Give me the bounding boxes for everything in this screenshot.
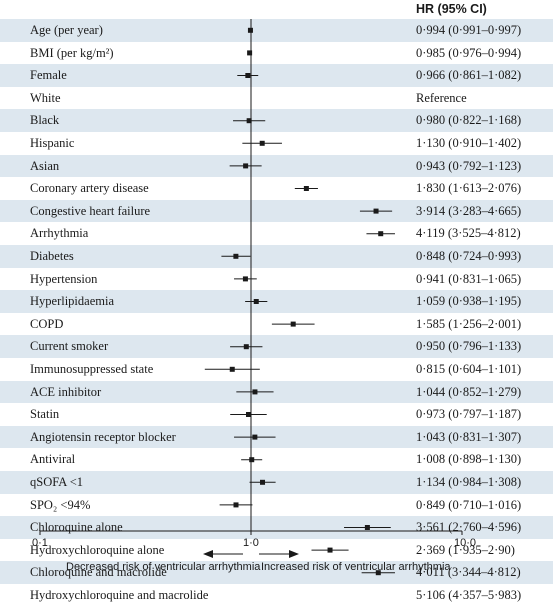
row-label: Hypertension [30, 271, 98, 286]
row-label: Female [30, 68, 67, 83]
hr-point [253, 299, 259, 304]
row-stripe [0, 516, 553, 539]
row-hr-value: 0·985 (0·976–0·994) [416, 45, 522, 60]
hr-point [243, 344, 249, 350]
row-hr-value: 5·106 (4·357–5·983) [416, 588, 522, 602]
hr-point [233, 502, 239, 508]
row-label: Hispanic [30, 136, 75, 150]
row-label: Diabetes [30, 249, 74, 263]
row-label: ACE inhibitor [30, 384, 102, 399]
row-label: Angiotensin receptor blocker [30, 429, 176, 444]
row-stripes [0, 19, 553, 584]
row-stripe [0, 19, 553, 42]
x-tick-label: 10·0 [454, 537, 477, 549]
row-stripe [0, 425, 553, 449]
row-hr-value: 1·044 (0·852–1·279) [416, 384, 522, 399]
row-hr-value: 4·119 (3·525–4·812) [416, 226, 521, 241]
hr-point [245, 412, 251, 417]
left-arrow-head [203, 550, 213, 558]
row-stripe [0, 335, 553, 358]
row-stripe [0, 154, 553, 178]
hr-point [290, 321, 296, 327]
row-hr-value: Reference [416, 90, 467, 105]
forest-plot [39, 19, 463, 576]
hr-point [327, 547, 333, 553]
hr-point [246, 118, 252, 124]
increased-risk-label: Increased risk of ventricular arrhythmia [261, 561, 451, 573]
row-hr-value: 0·966 (0·861–1·082) [416, 68, 522, 83]
hr-point [247, 50, 253, 56]
row-label: Antiviral [30, 452, 76, 467]
hr-point [243, 163, 249, 169]
row-hr-value: 0·980 (0·822–1·168) [416, 113, 522, 128]
row-stripe [0, 290, 553, 313]
row-hr-value: 1·008 (0·898–1·130) [416, 452, 522, 467]
row-label: SPO₂ <94% [30, 497, 91, 512]
row-hr-value: 0·941 (0·831–1·065) [416, 271, 522, 286]
hr-point [378, 231, 384, 237]
hr-point [245, 73, 251, 78]
row-stripe [0, 199, 553, 223]
x-tick-label: 0·1 [32, 537, 48, 549]
row-hr-value: 0·950 (0·796–1·133) [416, 339, 522, 354]
row-hr-value: 0·973 (0·797–1·187) [416, 407, 522, 422]
row-hr-value: 0·943 (0·792–1·123) [416, 158, 522, 173]
row-label: Black [30, 113, 60, 128]
row-label: Hyperlipidaemia [30, 294, 114, 309]
row-label: Hydroxychloroquine alone [30, 542, 165, 557]
row-label: COPD [30, 316, 64, 331]
row-stripe [0, 380, 553, 404]
row-hr-value: 1·830 (1·613–2·076) [416, 181, 522, 196]
row-label: Arrhythmia [30, 226, 89, 241]
hr-point [233, 253, 239, 259]
hr-point [242, 276, 248, 282]
row-label: BMI (per kg/m²) [30, 45, 114, 60]
row-label: Statin [30, 407, 60, 422]
row-stripe [0, 109, 553, 132]
row-hr-value: 1·043 (0·831–1·307) [416, 429, 522, 444]
row-stripe [0, 64, 553, 87]
x-tick-label: 1·0 [243, 537, 259, 549]
row-label: Asian [30, 158, 60, 173]
row-label: Hydroxychloroquine and macrolide [30, 588, 209, 602]
hr-column-header: HR (95% CI) [416, 2, 487, 16]
row-hr-value: 0·849 (0·710–1·016) [416, 497, 522, 512]
row-hr-value: 0·994 (0·991–0·997) [416, 23, 522, 37]
row-label: Current smoker [30, 339, 109, 354]
row-hr-value: 1·585 (1·256–2·001) [416, 316, 522, 331]
row-hr-value: 1·134 (0·984–1·308) [416, 475, 522, 489]
row-stripe [0, 471, 553, 494]
row-hr-value: 1·130 (0·910–1·402) [416, 136, 522, 150]
row-label: Coronary artery disease [30, 181, 149, 196]
row-hr-value: 1·059 (0·938–1·195) [416, 294, 522, 309]
row-hr-value: 0·815 (0·604–1·101) [416, 362, 522, 376]
hr-point [259, 140, 265, 146]
hr-point [373, 208, 379, 214]
row-label: Congestive heart failure [30, 203, 151, 218]
row-stripe [0, 245, 553, 268]
hr-point [252, 434, 258, 440]
decreased-risk-label: Decreased risk of ventricular arrhythmia [66, 561, 261, 573]
right-arrow-head [289, 550, 299, 558]
row-hr-value: 2·369 (1·935–2·90) [416, 542, 515, 557]
hr-point [247, 27, 253, 33]
hr-point [260, 479, 266, 485]
hr-point [229, 366, 235, 372]
hr-point [249, 457, 255, 463]
hr-point [252, 389, 258, 395]
row-hr-value: 3·914 (3·283–4·665) [416, 203, 522, 218]
row-label: Immunosuppressed state [30, 362, 154, 376]
hr-point [364, 525, 370, 530]
row-label: qSOFA <1 [30, 475, 84, 489]
hr-point [375, 570, 381, 576]
row-hr-value: 0·848 (0·724–0·993) [416, 249, 522, 263]
hr-point [303, 186, 309, 191]
row-label: Age (per year) [30, 23, 103, 37]
row-label: White [30, 90, 61, 105]
